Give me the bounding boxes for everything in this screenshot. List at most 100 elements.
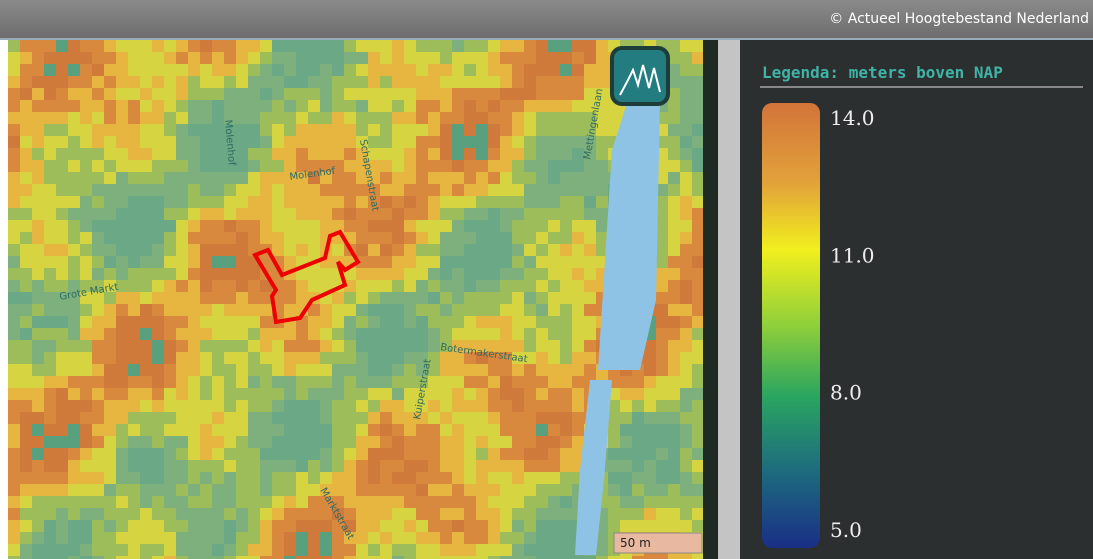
map-cell (284, 448, 296, 460)
map-cell (668, 376, 680, 388)
map-cell (176, 496, 188, 508)
map-cell (356, 316, 368, 328)
map-cell (344, 388, 356, 400)
map-cell (572, 556, 584, 559)
map-cell (536, 472, 548, 484)
map-cell (20, 484, 32, 496)
map-cell (500, 76, 512, 88)
map-cell (404, 328, 416, 340)
map-cell (464, 352, 476, 364)
map-cell (128, 412, 140, 424)
map-cell (128, 352, 140, 364)
map-cell (20, 280, 32, 292)
map-cell (632, 376, 644, 388)
map-cell (68, 388, 80, 400)
map-cell (512, 484, 524, 496)
map-cell (560, 160, 572, 172)
map-cell (56, 64, 68, 76)
map-cell (296, 436, 308, 448)
map-cell (176, 208, 188, 220)
map-cell (404, 184, 416, 196)
map-cell (644, 352, 656, 364)
map-cell (32, 340, 44, 352)
map-cell (668, 520, 680, 532)
map-cell (512, 256, 524, 268)
map-cell (608, 472, 620, 484)
map-cell (500, 484, 512, 496)
map-cell (548, 256, 560, 268)
map-cell (188, 208, 200, 220)
map-cell (572, 220, 584, 232)
map-cell (452, 484, 464, 496)
map-cell (296, 460, 308, 472)
map-cell (500, 448, 512, 460)
map-cell (200, 160, 212, 172)
map-cell (500, 196, 512, 208)
map-cell (416, 364, 428, 376)
map-cell (236, 88, 248, 100)
map-cell (260, 52, 272, 64)
map-cell (32, 556, 44, 559)
map-cell (656, 340, 668, 352)
map-cell (104, 364, 116, 376)
map-cell (620, 460, 632, 472)
map-cell (464, 544, 476, 556)
map-cell (188, 40, 200, 52)
separator[interactable] (718, 40, 740, 559)
map-cell (512, 232, 524, 244)
map-cell (692, 460, 703, 472)
map-cell (416, 292, 428, 304)
map-cell (584, 100, 596, 112)
map-cell (488, 544, 500, 556)
selected-parcel[interactable] (252, 229, 361, 325)
map-cell (608, 520, 620, 532)
map-cell (128, 460, 140, 472)
map-cell (320, 64, 332, 76)
map-cell (476, 52, 488, 64)
map-cell (416, 304, 428, 316)
map-cell (224, 472, 236, 484)
map-cell (212, 76, 224, 88)
map-cell (320, 304, 332, 316)
map-cell (428, 304, 440, 316)
map-cell (236, 160, 248, 172)
map-cell (692, 124, 703, 136)
map-cell (392, 460, 404, 472)
map-cell (140, 184, 152, 196)
map-cell (104, 340, 116, 352)
map-cell (488, 556, 500, 559)
map-cell (20, 352, 32, 364)
map-cell (140, 496, 152, 508)
map-cell (476, 196, 488, 208)
map-cell (44, 556, 56, 559)
margin (0, 40, 8, 559)
canal (598, 100, 660, 370)
map-cell (272, 100, 284, 112)
map-cell (548, 496, 560, 508)
map-cell (404, 76, 416, 88)
map-cell (212, 448, 224, 460)
map-cell (356, 112, 368, 124)
map-cell (452, 460, 464, 472)
map-cell (116, 184, 128, 196)
map-cell (44, 508, 56, 520)
map-cell (308, 328, 320, 340)
map-cell (20, 100, 32, 112)
map-cell (224, 184, 236, 196)
map-cell (392, 304, 404, 316)
map-cell (416, 160, 428, 172)
map-cell (392, 220, 404, 232)
map-cell (32, 196, 44, 208)
map-cell (164, 496, 176, 508)
map-cell (92, 292, 104, 304)
map-cell (212, 328, 224, 340)
map-cell (656, 412, 668, 424)
map-cell (560, 496, 572, 508)
map-cell (536, 520, 548, 532)
map-cell (20, 40, 32, 52)
map-cell (668, 508, 680, 520)
map-cell (524, 352, 536, 364)
map-cell (308, 316, 320, 328)
map-cell (320, 532, 332, 544)
map-cell (440, 364, 452, 376)
